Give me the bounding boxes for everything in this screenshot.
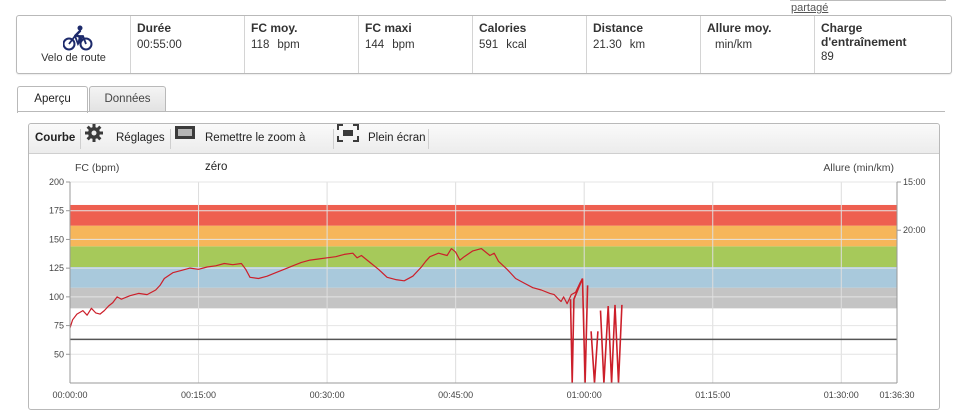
y-tick-label: 175 — [49, 206, 64, 216]
stat-label: Distance — [593, 21, 644, 35]
cyclist-icon — [63, 25, 93, 51]
stat-training-load: Charge d'entraînement 89 — [814, 16, 938, 73]
stat-calories: Calories 591 kcal — [472, 16, 586, 73]
x-tick-label: 01:30:00 — [824, 390, 859, 400]
x-tick-label: 01:36:30 — [879, 390, 914, 400]
hr-drop-segment — [569, 278, 589, 384]
chart-toolbar: Courbe Réglages Remettre le zoom à — [29, 124, 939, 173]
right-tick-label: 15:00 — [903, 177, 926, 187]
fullscreen-label: Plein écran — [368, 132, 426, 144]
hr-zone-band — [70, 204, 897, 226]
x-tick-label: 00:00:00 — [52, 390, 87, 400]
stat-label: FC maxi — [365, 21, 412, 35]
sport-cell: Velo de route — [17, 16, 130, 73]
stat-unit: bpm — [392, 39, 415, 51]
fullscreen-button[interactable]: Plein écran — [337, 124, 429, 153]
x-tick-label: 00:45:00 — [438, 390, 473, 400]
heart-rate-chart[interactable]: 00:00:00 00:15:00 00:30:00 00:45:00 01:00:00… — [28, 153, 933, 405]
toolbar-separator — [428, 129, 429, 149]
stat-duration: Durée 00:55:00 — [130, 16, 244, 73]
stat-label: Allure moy. — [707, 21, 772, 35]
y-tick-label: 150 — [49, 234, 64, 244]
fullscreen-icon — [337, 124, 359, 142]
stat-value: 591 — [479, 39, 499, 51]
stat-avg-pace: Allure moy. min/km — [700, 16, 814, 73]
reset-zoom-icon — [175, 126, 195, 139]
toolbar-separator — [333, 129, 334, 149]
stat-distance: Distance 21.30 km — [586, 16, 700, 73]
y-tick-label: 200 — [49, 177, 64, 187]
stat-value: 21.30 — [593, 39, 622, 51]
stat-unit: kcal — [506, 39, 527, 51]
y-axis-label-left: FC (bpm) — [75, 162, 119, 174]
hr-zone-band — [70, 266, 897, 288]
top-divider — [790, 0, 946, 1]
reset-zoom-button[interactable]: Remettre le zoom à zéro — [174, 124, 329, 173]
hr-zone-band — [70, 287, 897, 309]
y-axis-label-right: Allure (min/km) — [823, 162, 894, 174]
y-tick-label: 50 — [54, 349, 64, 359]
tab-overview[interactable]: Aperçu — [17, 86, 88, 113]
hr-zone-band — [70, 246, 897, 267]
stat-unit: bpm — [277, 39, 300, 51]
stat-value: 118 — [251, 39, 270, 51]
settings-button[interactable]: Réglages — [84, 124, 165, 153]
stat-max-hr: FC maxi 144 bpm — [358, 16, 472, 73]
stat-label: Durée — [137, 21, 172, 35]
toolbar-separator — [80, 129, 81, 149]
gear-icon — [85, 124, 103, 142]
stat-label: Calories — [479, 21, 527, 35]
y-tick-label: 100 — [49, 292, 64, 302]
reset-zoom-label: Remettre le zoom à zéro — [205, 132, 306, 173]
hr-series-line — [69, 247, 584, 329]
x-tick-label: 00:30:00 — [310, 390, 345, 400]
x-tick-label: 01:00:00 — [567, 390, 602, 400]
right-tick-label: 20:00 — [903, 225, 926, 235]
stat-value: 89 — [821, 51, 834, 63]
stat-label: FC moy. — [251, 21, 298, 35]
x-tick-label: 00:15:00 — [181, 390, 216, 400]
hr-zone-band — [70, 225, 897, 247]
stat-value: 144 — [365, 39, 385, 51]
y-tick-label: 125 — [49, 263, 64, 273]
tabs-divider — [17, 111, 945, 112]
toolbar-title: Courbe — [35, 132, 76, 144]
toolbar-separator — [170, 129, 171, 149]
sport-label: Velo de route — [41, 52, 106, 64]
stat-value: 00:55:00 — [137, 39, 182, 51]
stat-unit: min/km — [715, 39, 753, 51]
activity-summary: Velo de route Durée 00:55:00 FC moy. 118… — [16, 15, 952, 74]
stat-avg-hr: FC moy. 118 bpm — [244, 16, 358, 73]
stat-unit: km — [629, 39, 646, 51]
settings-label: Réglages — [116, 132, 165, 144]
stat-label: Charge d'entraînement — [821, 21, 907, 49]
share-link[interactable]: partagé — [791, 2, 829, 14]
y-tick-label: 75 — [54, 321, 64, 331]
x-tick-label: 01:15:00 — [695, 390, 730, 400]
tab-data[interactable]: Données — [89, 86, 166, 112]
